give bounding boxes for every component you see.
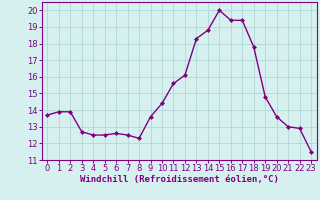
X-axis label: Windchill (Refroidissement éolien,°C): Windchill (Refroidissement éolien,°C) <box>80 175 279 184</box>
